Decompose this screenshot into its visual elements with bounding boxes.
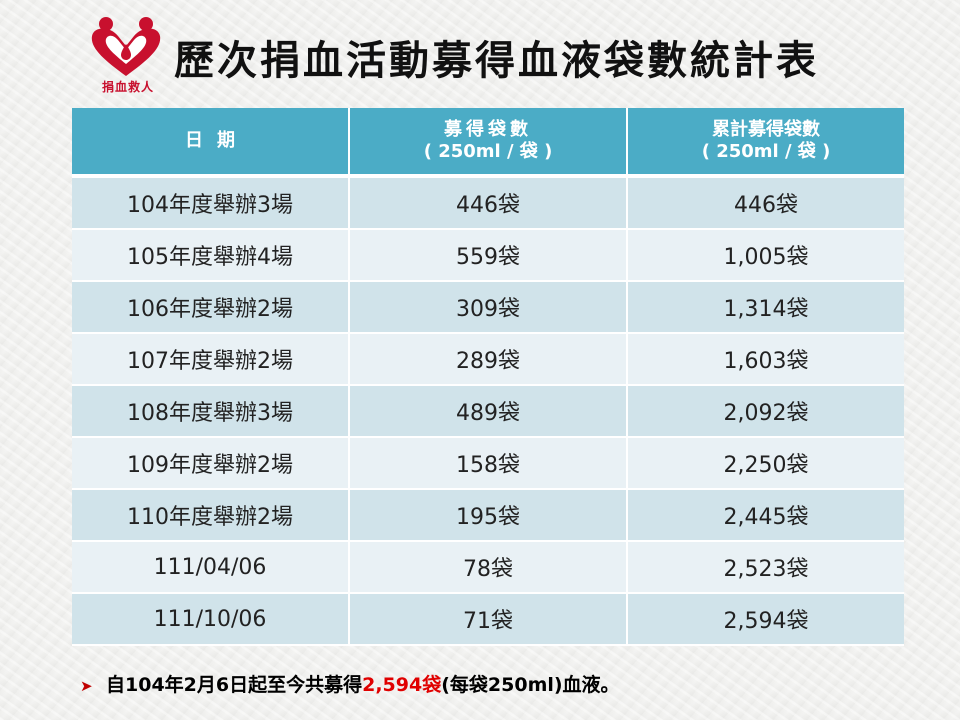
cell-date: 106年度舉辦2場 <box>72 281 350 334</box>
note-highlight-total: 2,594袋 <box>362 674 442 696</box>
header-bags: 募得袋數 ( 250ml / 袋 ) <box>349 108 628 178</box>
statistics-table-container: 日期 募得袋數 ( 250ml / 袋 ) 累計募得袋數 ( 250ml / 袋… <box>72 108 904 646</box>
header-cumulative-unit: ( 250ml / 袋 ) <box>701 141 831 162</box>
blood-donation-logo-icon <box>91 17 161 76</box>
cell-bags: 489袋 <box>349 385 628 438</box>
table-body: 104年度舉辦3場 446袋 446袋 105年度舉辦4場 559袋 1,005… <box>72 176 904 646</box>
cell-bags: 78袋 <box>349 541 628 594</box>
cell-cumulative: 2,523袋 <box>627 541 904 594</box>
header-date-label: 日期 <box>185 130 249 151</box>
cell-date: 111/10/06 <box>72 593 350 646</box>
arrow-right-icon: ➤ <box>80 677 93 695</box>
table-row: 111/10/06 71袋 2,594袋 <box>72 593 904 646</box>
table-row: 109年度舉辦2場 158袋 2,250袋 <box>72 437 904 490</box>
header-bags-label: 募得袋數 <box>444 119 532 140</box>
table-row: 104年度舉辦3場 446袋 446袋 <box>72 176 904 230</box>
header-cumulative: 累計募得袋數 ( 250ml / 袋 ) <box>627 108 904 178</box>
cell-date: 105年度舉辦4場 <box>72 229 350 282</box>
table-row: 108年度舉辦3場 489袋 2,092袋 <box>72 385 904 438</box>
cell-cumulative: 1,314袋 <box>627 281 904 334</box>
header-bags-unit: ( 250ml / 袋 ) <box>423 141 553 162</box>
cell-cumulative: 2,092袋 <box>627 385 904 438</box>
header-date: 日期 <box>72 108 350 178</box>
cell-cumulative: 1,005袋 <box>627 229 904 282</box>
table-row: 105年度舉辦4場 559袋 1,005袋 <box>72 229 904 282</box>
cell-bags: 446袋 <box>349 176 628 230</box>
logo-text: 捐血救人 <box>101 80 154 94</box>
cell-bags: 195袋 <box>349 489 628 542</box>
cell-bags: 559袋 <box>349 229 628 282</box>
note-prefix: 自104年2月6日起至今共募得 <box>106 674 363 696</box>
blood-bag-statistics-table: 日期 募得袋數 ( 250ml / 袋 ) 累計募得袋數 ( 250ml / 袋… <box>72 108 904 646</box>
cell-cumulative: 2,250袋 <box>627 437 904 490</box>
page-title: 歷次捐血活動募得血液袋數統計表 <box>174 37 819 84</box>
note-suffix: (每袋250ml)血液。 <box>441 674 620 696</box>
table-row: 110年度舉辦2場 195袋 2,445袋 <box>72 489 904 542</box>
table-header: 日期 募得袋數 ( 250ml / 袋 ) 累計募得袋數 ( 250ml / 袋… <box>72 108 904 178</box>
cell-cumulative: 446袋 <box>627 176 904 230</box>
cell-cumulative: 2,445袋 <box>627 489 904 542</box>
cell-bags: 309袋 <box>349 281 628 334</box>
cell-bags: 158袋 <box>349 437 628 490</box>
summary-note: ➤ 自104年2月6日起至今共募得2,594袋(每袋250ml)血液。 <box>80 670 620 697</box>
header-row: 日期 募得袋數 ( 250ml / 袋 ) 累計募得袋數 ( 250ml / 袋… <box>72 108 904 178</box>
table-row: 111/04/06 78袋 2,523袋 <box>72 541 904 594</box>
logo: 捐血救人 <box>86 14 170 100</box>
cell-bags: 289袋 <box>349 333 628 386</box>
cell-date: 110年度舉辦2場 <box>72 489 350 542</box>
cell-cumulative: 1,603袋 <box>627 333 904 386</box>
table-row: 106年度舉辦2場 309袋 1,314袋 <box>72 281 904 334</box>
cell-bags: 71袋 <box>349 593 628 646</box>
cell-date: 111/04/06 <box>72 541 350 594</box>
cell-date: 108年度舉辦3場 <box>72 385 350 438</box>
cell-date: 109年度舉辦2場 <box>72 437 350 490</box>
cell-date: 107年度舉辦2場 <box>72 333 350 386</box>
header-cumulative-label: 累計募得袋數 <box>712 119 820 140</box>
cell-date: 104年度舉辦3場 <box>72 176 350 230</box>
cell-cumulative: 2,594袋 <box>627 593 904 646</box>
table-row: 107年度舉辦2場 289袋 1,603袋 <box>72 333 904 386</box>
